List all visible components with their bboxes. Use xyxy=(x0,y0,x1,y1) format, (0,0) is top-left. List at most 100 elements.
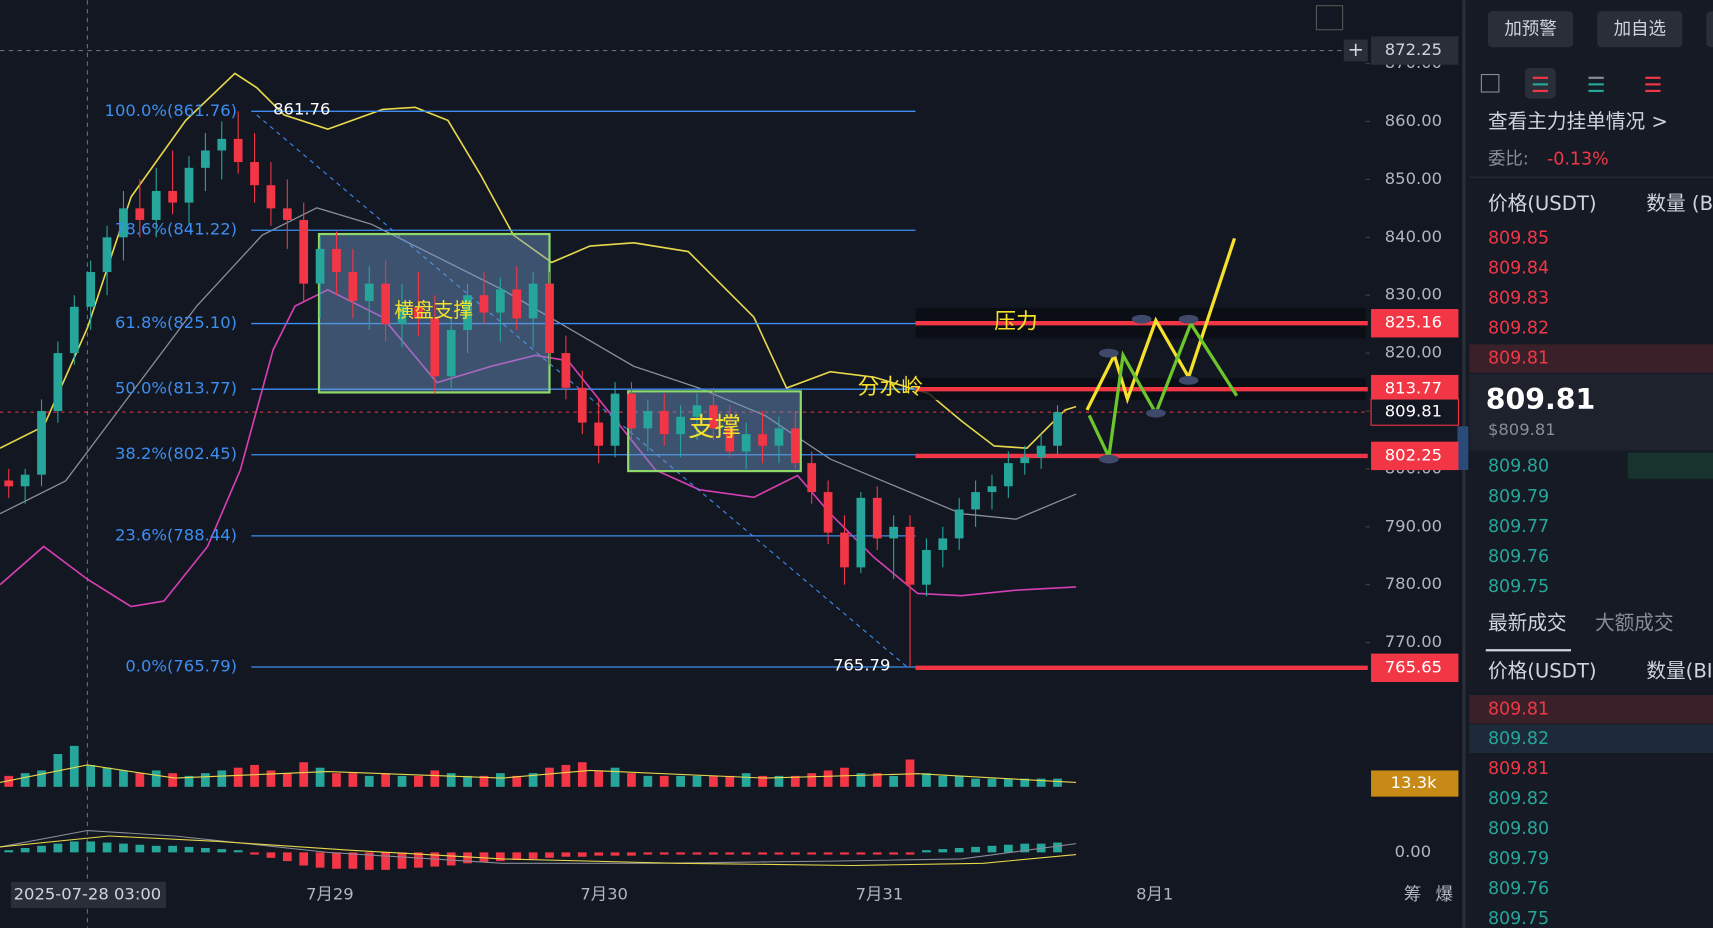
candle-body xyxy=(872,497,882,539)
volume-bar xyxy=(807,773,817,787)
macd-bar xyxy=(1053,842,1062,853)
macd-bar xyxy=(397,852,407,869)
volume-bar xyxy=(168,773,177,787)
macd-bar xyxy=(184,846,194,853)
macd-bar xyxy=(69,841,79,853)
time-label: 8月1 xyxy=(1136,884,1173,903)
candle-body xyxy=(217,138,227,151)
y-tick-label: 860.00 xyxy=(1385,111,1442,130)
button-bg[interactable] xyxy=(1487,11,1574,48)
candle-body xyxy=(69,306,79,354)
ratio-label: 委比: xyxy=(1488,150,1529,170)
candle-body xyxy=(430,318,440,377)
box-label: 横盘支撑 xyxy=(394,299,473,322)
y-tick-label: 820.00 xyxy=(1385,343,1442,362)
annotation: 分水岭 xyxy=(858,375,924,400)
trade-price: 809.82 xyxy=(1488,789,1549,809)
level-label: 765.65 xyxy=(1385,657,1442,676)
candle-body xyxy=(479,295,489,313)
button[interactable]: 加预警 xyxy=(1504,20,1556,40)
macd-bar xyxy=(627,852,636,856)
expand-icon[interactable] xyxy=(1315,5,1344,31)
volume-bar xyxy=(938,775,948,787)
bid-price: 809.75 xyxy=(1488,577,1549,597)
y-tick-label: 770.00 xyxy=(1385,632,1442,651)
trade-highlight xyxy=(1469,724,1713,753)
volume-bar xyxy=(741,773,751,787)
fib-label: 38.2%(802.45) xyxy=(115,444,237,463)
candle-body xyxy=(315,248,325,284)
volume-bar xyxy=(922,773,931,787)
volume-bar xyxy=(512,775,522,787)
side-button[interactable]: 筹 xyxy=(1404,885,1421,905)
last-price-bg xyxy=(1469,373,1713,451)
volume-bar xyxy=(758,775,767,787)
plus-button[interactable] xyxy=(1343,39,1368,62)
volume-bar xyxy=(1020,778,1030,787)
candle-body xyxy=(790,428,800,464)
candle-body xyxy=(774,428,784,446)
volume-bar xyxy=(971,778,980,787)
macd-label: 0.00 xyxy=(1395,842,1431,861)
volume-bar xyxy=(217,770,227,787)
volume-bar xyxy=(69,745,79,787)
button-bg[interactable] xyxy=(1597,11,1683,48)
candle-body xyxy=(725,428,735,452)
link[interactable]: 查看主力挂单情况 > xyxy=(1488,110,1668,133)
volume-bar xyxy=(86,764,96,787)
level-label: 813.77 xyxy=(1385,379,1442,398)
volume-bar xyxy=(840,767,849,787)
macd-bar xyxy=(233,850,243,853)
candle-body xyxy=(643,411,653,429)
level-label: 825.16 xyxy=(1385,313,1442,332)
candle-body xyxy=(987,486,997,493)
ratio: -0.13% xyxy=(1547,150,1609,170)
collapse-handle[interactable] xyxy=(1457,426,1469,471)
volume-bar xyxy=(446,773,456,787)
macd-bar xyxy=(545,852,554,858)
macd-bar xyxy=(709,852,718,855)
volume-bar xyxy=(1036,778,1046,787)
macd-bar xyxy=(905,852,915,855)
macd-bar xyxy=(4,850,14,853)
macd-bar xyxy=(315,852,325,868)
candle-body xyxy=(414,306,423,319)
macd-bar xyxy=(168,845,177,853)
macd-bar xyxy=(201,848,210,853)
macd-bar xyxy=(86,841,96,853)
volume-bar xyxy=(872,773,882,787)
volume-bar xyxy=(201,773,210,787)
candle-body xyxy=(807,463,817,493)
volume-bar xyxy=(299,762,309,787)
volume-ma xyxy=(0,764,1077,784)
macd-bar xyxy=(1020,843,1030,853)
trade-price: 809.75 xyxy=(1488,909,1549,928)
bid-price: 809.77 xyxy=(1488,517,1549,537)
time-label: 2025-07-28 03:00 xyxy=(14,884,162,903)
volume-bar xyxy=(282,773,292,787)
forecast-green xyxy=(1087,320,1239,463)
candle-body xyxy=(86,272,96,307)
button[interactable]: 加自选 xyxy=(1614,20,1666,40)
candle-body xyxy=(676,416,685,435)
volume-bar xyxy=(348,773,358,787)
macd-line xyxy=(0,829,1077,864)
bid-price: 809.76 xyxy=(1488,547,1549,567)
macd-bar xyxy=(840,852,849,855)
side-button[interactable]: 爆 xyxy=(1436,885,1454,905)
button-bg[interactable] xyxy=(1706,11,1713,48)
volume-bar xyxy=(184,775,194,787)
fib-label: 0.0%(765.79) xyxy=(125,656,237,675)
y-tick-label: 830.00 xyxy=(1385,285,1442,304)
macd-bar xyxy=(561,852,571,857)
tab[interactable]: 最新成交 xyxy=(1488,612,1567,635)
candle-body xyxy=(528,283,538,319)
volume-bar xyxy=(659,775,669,787)
volume-bar xyxy=(495,773,505,787)
macd-bar xyxy=(676,852,685,855)
tab[interactable]: 大额成交 xyxy=(1595,612,1674,635)
macd-bar xyxy=(725,852,735,855)
candle-body xyxy=(168,190,177,203)
plus-icon[interactable]: + xyxy=(1348,38,1364,61)
